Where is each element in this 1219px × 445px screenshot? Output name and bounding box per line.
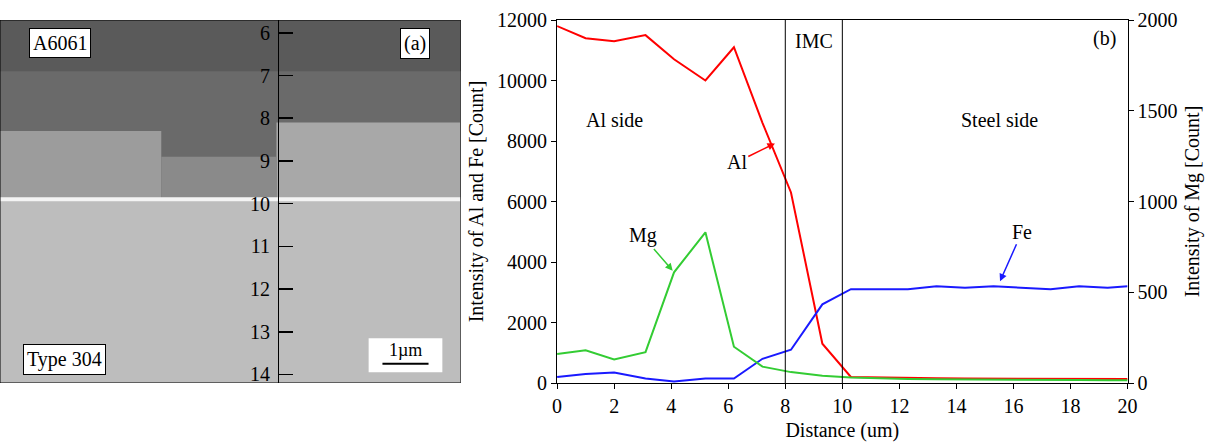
svg-text:4: 4 xyxy=(666,395,676,417)
svg-text:(a): (a) xyxy=(404,32,426,55)
svg-text:6000: 6000 xyxy=(507,191,547,213)
svg-text:11: 11 xyxy=(251,235,270,257)
svg-text:Al side: Al side xyxy=(586,109,643,131)
svg-text:(b): (b) xyxy=(1093,27,1116,50)
svg-text:13: 13 xyxy=(250,321,270,343)
svg-text:2000: 2000 xyxy=(1138,9,1178,31)
svg-text:Intensity of Mg [Count]: Intensity of Mg [Count] xyxy=(1181,106,1204,298)
svg-text:0: 0 xyxy=(537,372,547,394)
svg-text:500: 500 xyxy=(1138,281,1168,303)
svg-text:16: 16 xyxy=(1003,395,1023,417)
svg-text:Al: Al xyxy=(727,151,747,173)
svg-text:1500: 1500 xyxy=(1138,100,1178,122)
svg-text:20: 20 xyxy=(1118,395,1138,417)
svg-text:Mg: Mg xyxy=(629,224,657,247)
svg-text:1µm: 1µm xyxy=(389,340,422,360)
svg-text:0: 0 xyxy=(1138,372,1148,394)
svg-text:8000: 8000 xyxy=(507,130,547,152)
svg-text:12000: 12000 xyxy=(497,9,547,31)
svg-text:12: 12 xyxy=(889,395,909,417)
svg-text:8: 8 xyxy=(260,107,270,129)
svg-text:14: 14 xyxy=(250,363,270,385)
svg-text:Steel side: Steel side xyxy=(961,109,1038,131)
svg-text:A6061: A6061 xyxy=(33,32,87,54)
svg-text:Fe: Fe xyxy=(1012,221,1032,243)
svg-text:9: 9 xyxy=(260,150,270,172)
svg-text:Distance (um): Distance (um) xyxy=(785,419,899,442)
svg-text:12: 12 xyxy=(250,278,270,300)
svg-text:0: 0 xyxy=(552,395,562,417)
svg-text:6: 6 xyxy=(723,395,733,417)
svg-text:1000: 1000 xyxy=(1138,191,1178,213)
svg-text:2000: 2000 xyxy=(507,312,547,334)
svg-text:18: 18 xyxy=(1061,395,1081,417)
svg-text:14: 14 xyxy=(946,395,966,417)
svg-text:4000: 4000 xyxy=(507,251,547,273)
svg-text:6: 6 xyxy=(260,22,270,44)
svg-text:10: 10 xyxy=(250,193,270,215)
svg-text:Intensity of Al and Fe [Count]: Intensity of Al and Fe [Count] xyxy=(465,81,488,323)
svg-text:2: 2 xyxy=(609,395,619,417)
svg-text:IMC: IMC xyxy=(795,30,833,52)
svg-text:8: 8 xyxy=(780,395,790,417)
svg-text:10: 10 xyxy=(832,395,852,417)
svg-text:Type 304: Type 304 xyxy=(27,348,102,371)
svg-text:10000: 10000 xyxy=(497,70,547,92)
svg-text:7: 7 xyxy=(260,65,270,87)
